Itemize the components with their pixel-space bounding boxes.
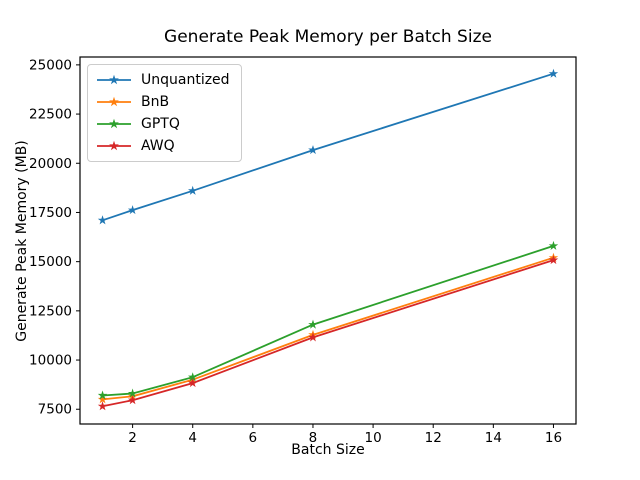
data-point-awq-1	[97, 401, 108, 411]
chart-title: Generate Peak Memory per Batch Size	[164, 27, 492, 47]
legend-item-bnb: BnB	[96, 94, 230, 110]
series-line-bnb	[102, 256, 554, 401]
plot-frame	[79, 56, 577, 425]
x-tick-label: 4	[188, 430, 197, 446]
legend-marker-unquantized	[97, 74, 131, 85]
legend-item-awq: AWQ	[96, 138, 230, 154]
data-point-unquantized-4	[188, 185, 198, 195]
y-tick-label: 22500	[29, 107, 72, 123]
data-point-awq-4	[188, 378, 198, 388]
x-tick-label: 6	[249, 430, 258, 446]
series-line-awq	[102, 259, 554, 408]
legend-label: GPTQ	[141, 116, 180, 132]
x-tick-label: 14	[485, 430, 502, 446]
x-tick-label: 16	[545, 430, 562, 446]
legend-marker-gptq	[97, 118, 131, 129]
legend-label: Unquantized	[141, 72, 230, 88]
data-point-awq-8	[308, 332, 318, 342]
data-point-gptq-16	[548, 240, 559, 250]
y-tick-label: 10000	[29, 353, 72, 369]
data-point-gptq-8	[308, 319, 318, 329]
legend-label: AWQ	[141, 138, 175, 154]
data-point-gptq-1	[97, 390, 108, 400]
y-tick-label: 25000	[29, 57, 72, 73]
legend-marker-bnb	[97, 96, 131, 107]
legend-item-gptq: GPTQ	[96, 116, 230, 132]
legend-marker-awq	[97, 140, 131, 151]
x-tick-label: 12	[425, 430, 442, 446]
series-line-gptq	[102, 245, 554, 397]
data-point-unquantized-2	[127, 205, 138, 215]
data-point-bnb-1	[97, 394, 108, 404]
x-tick-label: 10	[364, 430, 381, 446]
data-point-unquantized-8	[308, 145, 318, 155]
y-tick-label: 17500	[29, 205, 72, 221]
x-tick-label: 2	[128, 430, 137, 446]
y-tick-label: 20000	[29, 156, 72, 172]
y-tick-label: 15000	[29, 254, 72, 270]
legend-item-unquantized: Unquantized	[96, 72, 230, 88]
data-point-gptq-4	[188, 372, 198, 382]
y-tick-label: 12500	[29, 303, 72, 319]
data-point-gptq-2	[127, 388, 138, 398]
y-tick-label: 7500	[38, 402, 72, 418]
x-axis-label: Batch Size	[291, 442, 365, 458]
data-point-unquantized-16	[548, 68, 559, 78]
data-point-awq-16	[548, 255, 559, 265]
x-tick-label: 8	[309, 430, 318, 446]
data-point-unquantized-1	[97, 215, 108, 225]
legend: Unquantized BnB GPTQ AWQ	[87, 64, 242, 162]
data-point-awq-2	[127, 395, 138, 405]
legend-label: BnB	[141, 94, 170, 110]
